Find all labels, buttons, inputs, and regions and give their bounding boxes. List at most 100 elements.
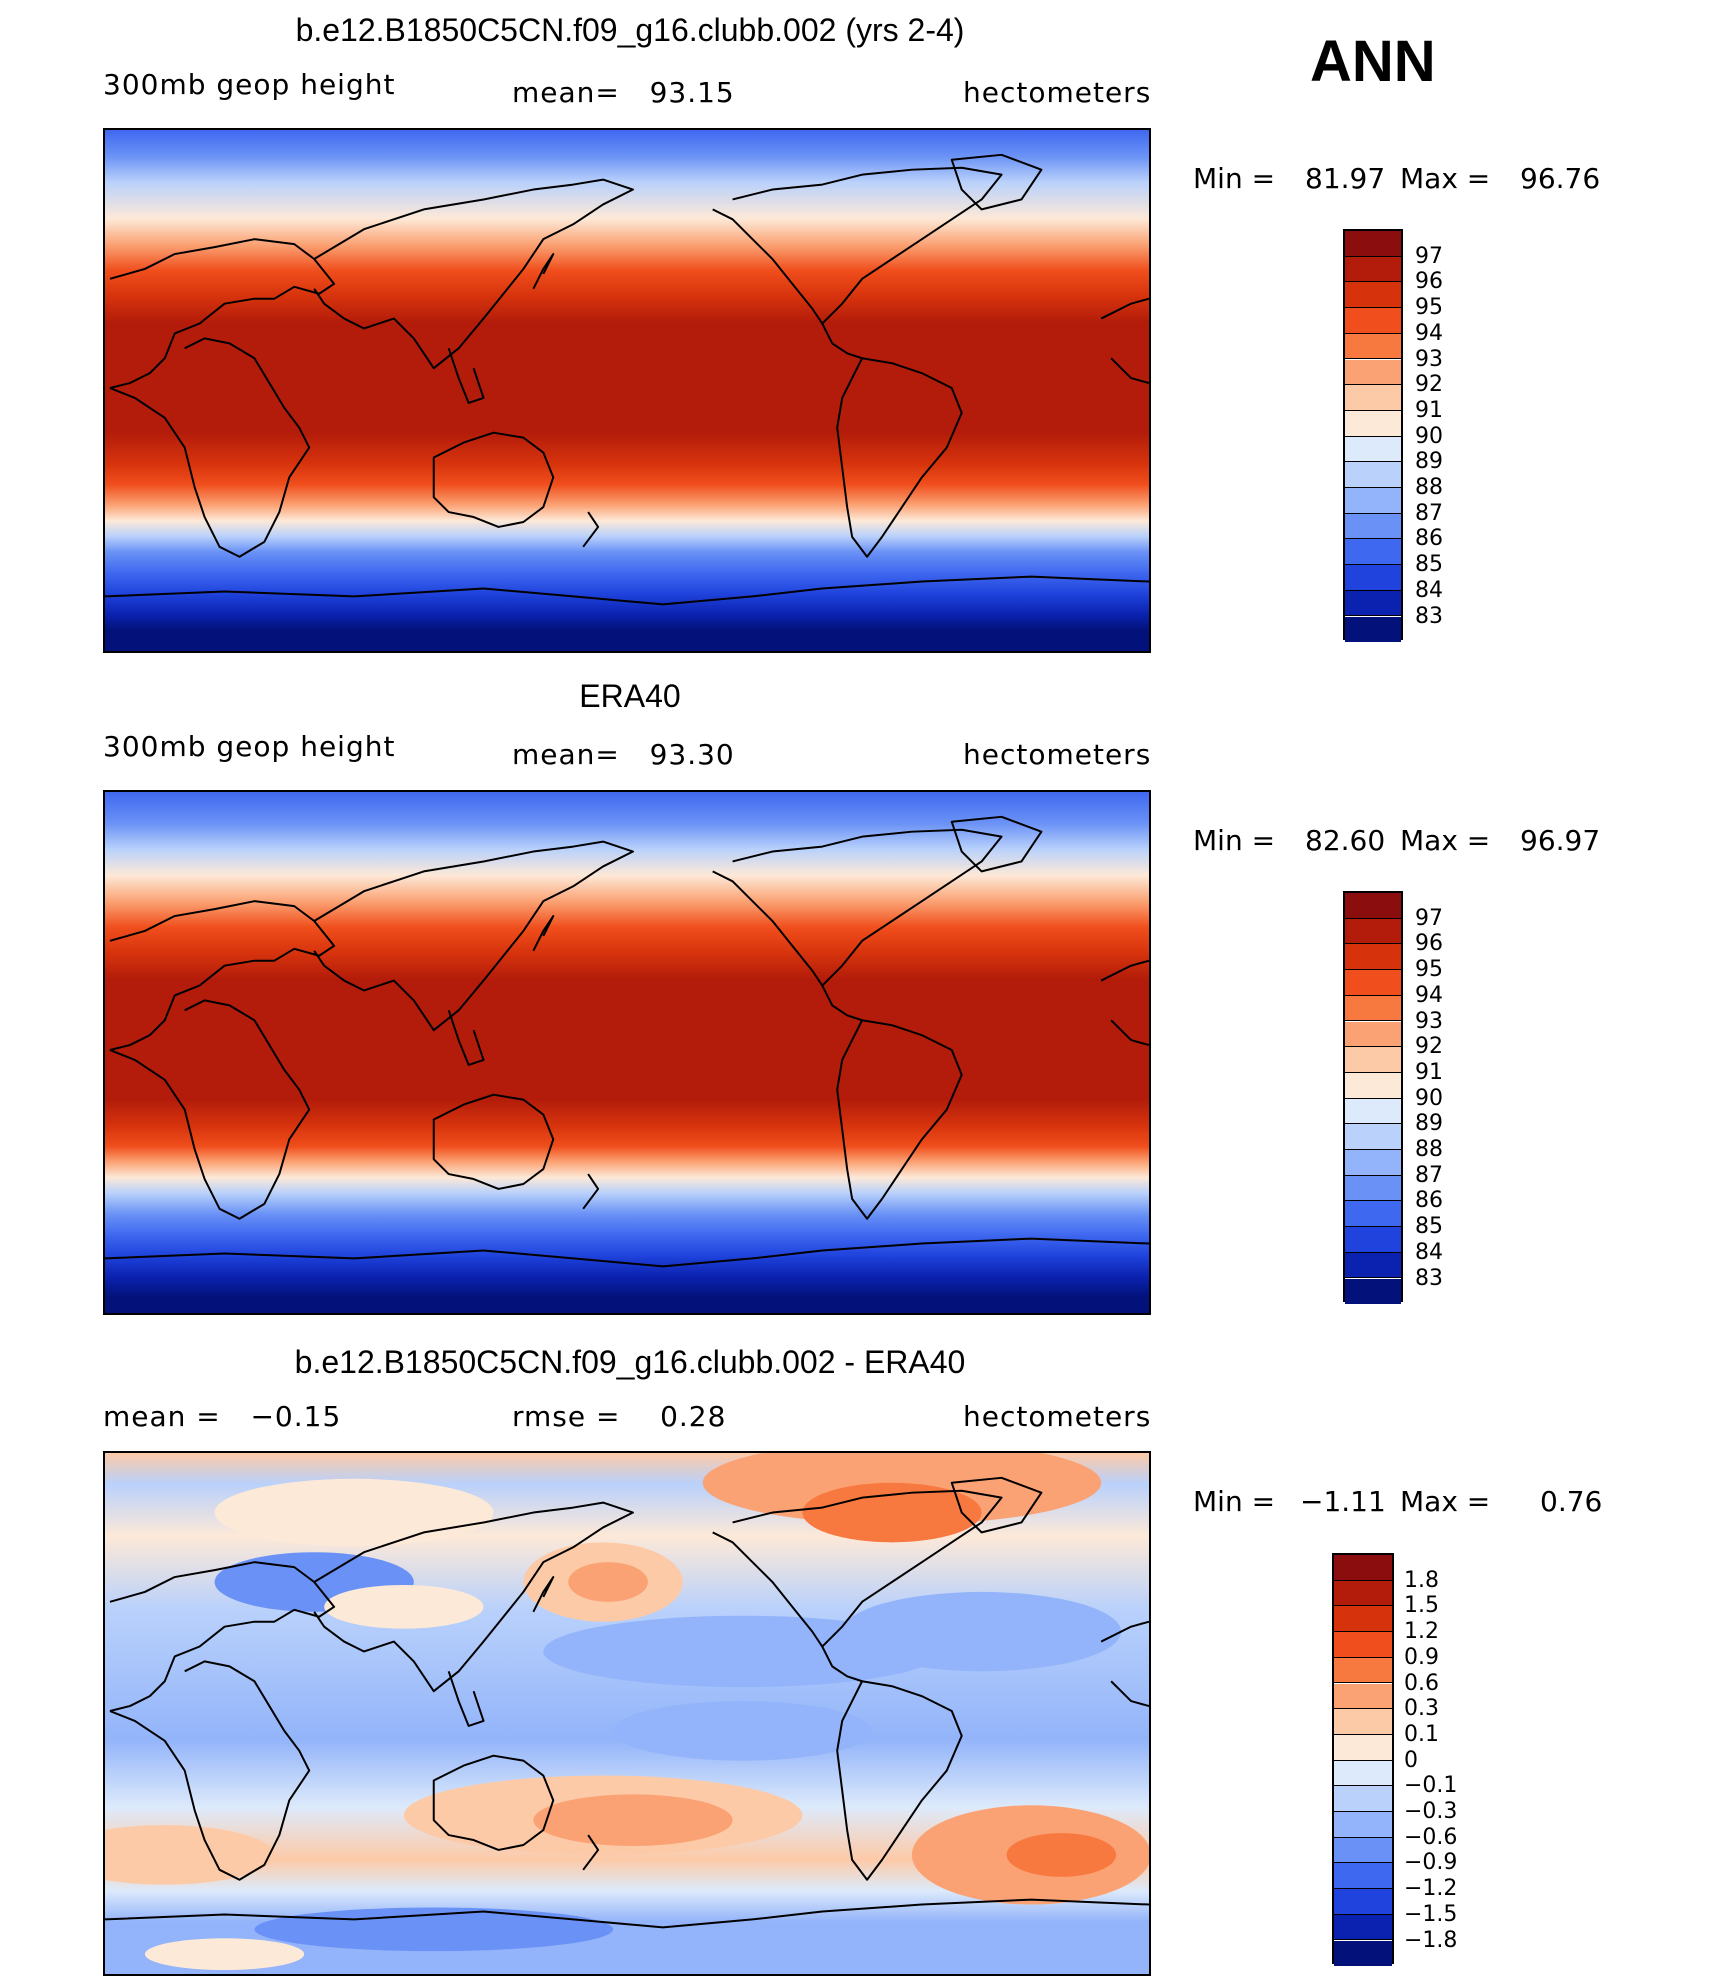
panel1-colorbar-swatch bbox=[1345, 410, 1401, 437]
panel3-colorbar-swatch bbox=[1334, 1940, 1392, 1967]
panel2-colorbar-swatch bbox=[1345, 970, 1401, 996]
panel2-colorbar-swatch bbox=[1345, 1227, 1401, 1253]
panel2-variable-label: 300mb geop height bbox=[103, 730, 396, 763]
panel1-colorbar-swatch bbox=[1345, 231, 1401, 257]
panel2-colorbar-swatch bbox=[1345, 1150, 1401, 1176]
panel3-colorbar-swatch bbox=[1334, 1760, 1392, 1787]
panel3-colorbar-swatch bbox=[1334, 1709, 1392, 1735]
panel3-colorbar-label: −1.2 bbox=[1404, 1876, 1458, 1902]
panel2-colorbar-swatch bbox=[1345, 1098, 1401, 1125]
panel3-mean-label: mean = −0.15 bbox=[103, 1400, 342, 1433]
panel2-colorbar-label: 95 bbox=[1415, 957, 1443, 983]
panel3-colorbar-label: 0.1 bbox=[1404, 1721, 1439, 1747]
panel2-colorbar-label: 84 bbox=[1415, 1239, 1443, 1265]
panel2-max-value: 96.97 bbox=[1520, 824, 1601, 857]
panel3-colorbar-label: −0.6 bbox=[1404, 1824, 1458, 1850]
panel3-colorbar-swatch bbox=[1334, 1812, 1392, 1838]
panel3-colorbar-swatch bbox=[1334, 1837, 1392, 1864]
panel2-colorbar-label: 97 bbox=[1415, 905, 1443, 931]
panel3-colorbar-swatch bbox=[1334, 1889, 1392, 1915]
panel3-colorbar-label: 0.6 bbox=[1404, 1670, 1439, 1696]
panel2-colorbar-label: 93 bbox=[1415, 1008, 1443, 1034]
panel1-colorbar-label: 92 bbox=[1415, 372, 1443, 398]
panel1-colorbar-swatch bbox=[1345, 539, 1401, 566]
panel1-colorbar-swatch bbox=[1345, 436, 1401, 463]
panel1-colorbar-label: 95 bbox=[1415, 295, 1443, 321]
panel3-colorbar-swatch bbox=[1334, 1683, 1392, 1710]
season-label: ANN bbox=[1310, 29, 1436, 94]
panel2-max-label: Max = bbox=[1400, 824, 1491, 857]
panel2-colorbar-swatch bbox=[1345, 995, 1401, 1022]
panel2-colorbar-swatch bbox=[1345, 893, 1401, 919]
panel3-colorbar-swatch bbox=[1334, 1555, 1392, 1581]
panel3-colorbar-box bbox=[1332, 1553, 1394, 1967]
panel3-max-label: Max = bbox=[1400, 1485, 1491, 1518]
panel2-colorbar-label: 91 bbox=[1415, 1059, 1443, 1085]
panel3-colorbar-swatch bbox=[1334, 1863, 1392, 1890]
panel2-colorbar-swatch bbox=[1345, 1175, 1401, 1202]
panel3-colorbar-label: 1.8 bbox=[1404, 1567, 1439, 1593]
panel2-min-value: 82.60 bbox=[1305, 824, 1386, 857]
panel1-colorbar-label: 87 bbox=[1415, 500, 1443, 526]
panel1-colorbar-swatch bbox=[1345, 616, 1401, 643]
panel3-colorbar-label: 1.5 bbox=[1404, 1593, 1439, 1619]
panel1-mean-label: mean= 93.15 bbox=[512, 76, 735, 109]
panel1-colorbar-swatch bbox=[1345, 333, 1401, 360]
panel3-colorbar-swatch bbox=[1334, 1580, 1392, 1607]
panel1-units-label: hectometers bbox=[963, 76, 1152, 109]
panel2-colorbar-label: 90 bbox=[1415, 1085, 1443, 1111]
panel1-colorbar-swatch bbox=[1345, 513, 1401, 540]
panel1-colorbar-swatch bbox=[1345, 590, 1401, 617]
panel1-colorbar-swatch bbox=[1345, 359, 1401, 386]
panel3-max-value: 0.76 bbox=[1540, 1485, 1603, 1518]
panel3-colorbar-swatch bbox=[1334, 1914, 1392, 1941]
panel1-map bbox=[103, 128, 1151, 653]
panel3-map bbox=[103, 1451, 1151, 1976]
panel1-colorbar-swatch bbox=[1345, 462, 1401, 488]
panel3-colorbar-label: 0 bbox=[1404, 1747, 1418, 1773]
panel2-colorbar-label: 86 bbox=[1415, 1188, 1443, 1214]
panel3-colorbar-swatch bbox=[1334, 1734, 1392, 1761]
panel1-colorbar-box bbox=[1343, 229, 1403, 643]
panel1-colorbar-swatch bbox=[1345, 256, 1401, 283]
panel1-title: b.e12.B1850C5CN.f09_g16.clubb.002 (yrs 2… bbox=[295, 12, 965, 48]
panel1-colorbar-label: 96 bbox=[1415, 269, 1443, 295]
panel1-colorbar-label: 84 bbox=[1415, 577, 1443, 603]
panel2-colorbar-label: 92 bbox=[1415, 1034, 1443, 1060]
panel2-min-label: Min = bbox=[1193, 824, 1276, 857]
panel2-mean-label: mean= 93.30 bbox=[512, 738, 735, 771]
panel2-title: ERA40 bbox=[579, 678, 681, 714]
panel1-colorbar-label: 83 bbox=[1415, 603, 1443, 629]
panel1-colorbar-label: 85 bbox=[1415, 552, 1443, 578]
panel2-colorbar-label: 83 bbox=[1415, 1265, 1443, 1291]
panel3-colorbar-label: −0.9 bbox=[1404, 1850, 1458, 1876]
panel1-colorbar-label: 91 bbox=[1415, 397, 1443, 423]
panel1-colorbar-swatch bbox=[1345, 488, 1401, 514]
panel3-colorbar-label: 1.2 bbox=[1404, 1619, 1439, 1645]
panel2-colorbar-label: 94 bbox=[1415, 982, 1443, 1008]
panel3-colorbar-swatch bbox=[1334, 1606, 1392, 1633]
panel1-colorbar-swatch bbox=[1345, 282, 1401, 309]
panel1-colorbar-label: 90 bbox=[1415, 423, 1443, 449]
panel1-colorbar-label: 97 bbox=[1415, 243, 1443, 269]
panel3-colorbar-label: 0.3 bbox=[1404, 1696, 1439, 1722]
panel3-colorbar-label: −0.1 bbox=[1404, 1773, 1458, 1799]
panel2-map bbox=[103, 790, 1151, 1315]
panel1-colorbar-swatch bbox=[1345, 308, 1401, 334]
panel1-colorbar-swatch bbox=[1345, 565, 1401, 591]
panel1-max-label: Max = bbox=[1400, 162, 1491, 195]
panel1-colorbar-label: 86 bbox=[1415, 526, 1443, 552]
panel3-colorbar-swatch bbox=[1334, 1657, 1392, 1684]
panel2-colorbar-swatch bbox=[1345, 1278, 1401, 1305]
panel1-colorbar-label: 93 bbox=[1415, 346, 1443, 372]
panel3-colorbar-swatch bbox=[1334, 1786, 1392, 1812]
panel1-colorbar-label: 94 bbox=[1415, 320, 1443, 346]
panel1-min-label: Min = bbox=[1193, 162, 1276, 195]
panel1-variable-label: 300mb geop height bbox=[103, 68, 396, 101]
panel2-units-label: hectometers bbox=[963, 738, 1152, 771]
panel1-colorbar-label: 88 bbox=[1415, 475, 1443, 500]
panel1-max-value: 96.76 bbox=[1520, 162, 1601, 195]
panel2-colorbar-swatch bbox=[1345, 944, 1401, 971]
panel2-colorbar-swatch bbox=[1345, 1072, 1401, 1099]
